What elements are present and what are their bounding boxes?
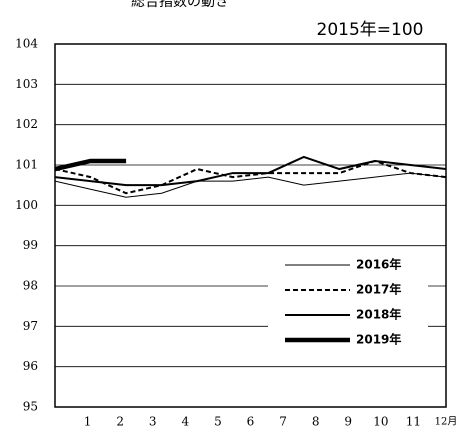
annotation: 2015年=100: [317, 20, 424, 40]
series-line: [54, 159, 447, 195]
x-tick-label: 11: [406, 415, 421, 429]
x-tick-label: 10: [373, 415, 388, 429]
x-tick-label: 4: [182, 415, 190, 429]
x-tick-label: 8: [312, 415, 320, 429]
chart-title: 総合指数の動き: [131, 0, 229, 10]
y-tick-label: 97: [23, 319, 38, 333]
y-tick-label: 96: [23, 359, 38, 373]
x-tick-label: 1: [84, 415, 92, 429]
legend-label: 2017年: [356, 282, 401, 297]
y-tick-label: 103: [15, 77, 38, 91]
series-line: [54, 172, 447, 198]
x-tick-label: 6: [247, 415, 255, 429]
x-tick-label: 12月: [435, 416, 458, 428]
x-tick-label: 5: [214, 415, 222, 429]
legend-box: [268, 252, 428, 352]
y-tick-label: 102: [15, 117, 38, 131]
legend-label: 2016年: [356, 257, 401, 272]
plot-frame: [54, 43, 447, 408]
y-tick-label: 98: [23, 279, 38, 293]
x-tick-label: 2: [116, 415, 124, 429]
y-tick-label: 101: [15, 158, 38, 172]
x-tick-label: 7: [279, 415, 287, 429]
y-tick-label: 104: [15, 37, 38, 51]
legend-label: 2019年: [356, 332, 401, 347]
x-tick-label: 3: [149, 415, 157, 429]
series-line: [54, 155, 447, 187]
y-tick-label: 95: [23, 400, 38, 414]
x-tick-label: 9: [344, 415, 352, 429]
series-line: [54, 158, 127, 172]
y-tick-label: 100: [15, 198, 38, 212]
y-tick-label: 99: [23, 238, 38, 252]
legend-label: 2018年: [356, 307, 401, 322]
